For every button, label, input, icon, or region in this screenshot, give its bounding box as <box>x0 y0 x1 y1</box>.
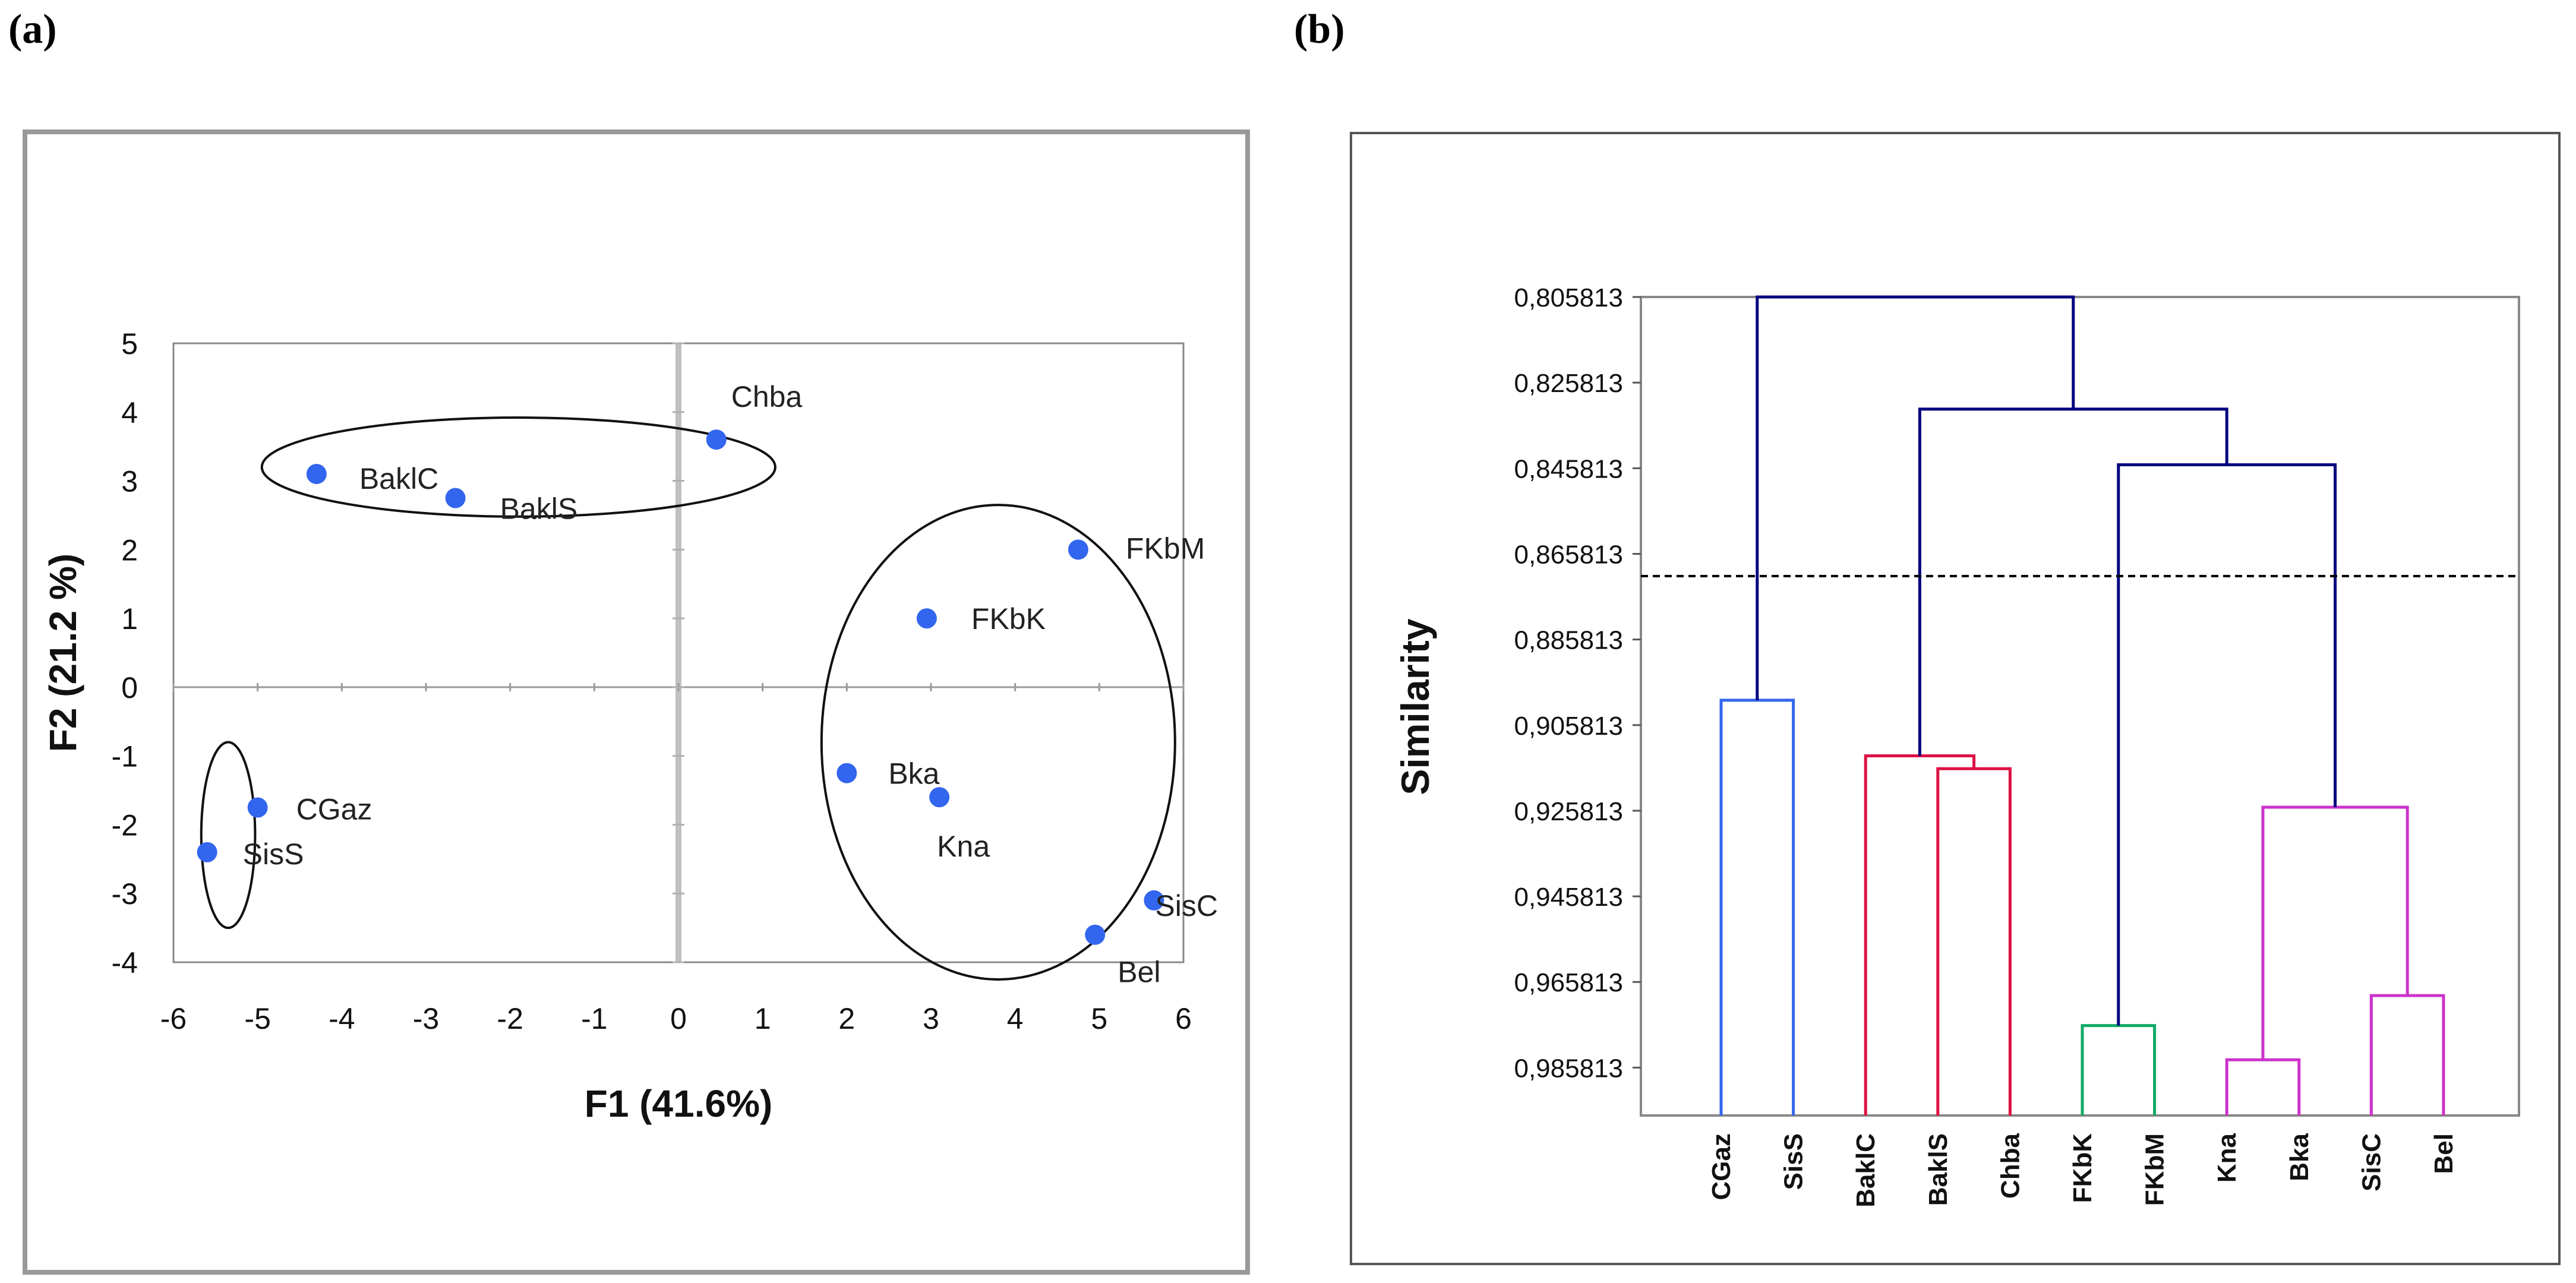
group-ellipse <box>260 416 776 518</box>
panel-b-label: (b) <box>1294 7 1345 52</box>
leaf-label: BaklC <box>1851 1133 1880 1208</box>
y-tick-label: 4 <box>121 396 138 429</box>
x-tick-label: -2 <box>497 1002 523 1035</box>
plot-area-frame <box>1640 296 2520 1117</box>
leaf-label: Chba <box>1996 1133 2025 1199</box>
point-label: Chba <box>731 380 803 413</box>
x-tick-label: 0 <box>670 1002 687 1035</box>
scatter-point <box>1068 539 1088 560</box>
leaf-label: Bka <box>2285 1133 2314 1181</box>
leaf-label: FKbM <box>2141 1133 2170 1206</box>
group-ellipse <box>200 741 257 930</box>
y-tick-label: -4 <box>112 946 138 979</box>
y-tick-label: 0,845813 <box>1514 454 1623 484</box>
x-tick-label: 4 <box>1007 1002 1024 1035</box>
leaf-label: CGaz <box>1707 1133 1736 1200</box>
leaf-label: Kna <box>2212 1133 2242 1183</box>
y-tick-label: -2 <box>112 808 138 842</box>
leaf-label: BaklS <box>1924 1133 1953 1206</box>
dendrogram: 0,805813 0,825813 0,845813 0,865813 0,885813… <box>1393 283 2520 1208</box>
point-label: SisS <box>243 838 304 871</box>
scatter-plot: -6 -5 -4 -3 -2 -1 0 1 2 3 4 5 6 -4 -3 -2 -1 0 1 2 3 4 5 F1 (41.… <box>42 327 1218 1125</box>
x-tick-label: -5 <box>244 1002 270 1035</box>
point-label: CGaz <box>296 793 372 826</box>
x-tick-label: 2 <box>838 1002 855 1035</box>
x-tick-label: 1 <box>755 1002 771 1035</box>
leaf-label: Bel <box>2429 1133 2458 1174</box>
y-tick-label: 1 <box>121 602 138 636</box>
y-tick-label: 0,965813 <box>1514 968 1623 997</box>
y-tick-label: 5 <box>121 327 138 361</box>
scatter-point <box>197 842 217 862</box>
y-tick-label: 0,905813 <box>1514 712 1623 741</box>
x-tick-label: -4 <box>329 1002 355 1035</box>
point-label: FKbK <box>971 602 1046 636</box>
y-tick-label: 0,985813 <box>1514 1054 1623 1083</box>
group-ellipse <box>820 504 1176 981</box>
y-tick-label: 2 <box>121 533 138 567</box>
x-tick-label: -6 <box>160 1002 187 1035</box>
y-tick-label: 0,825813 <box>1514 369 1623 398</box>
x-tick-label: 5 <box>1091 1002 1107 1035</box>
scatter-point <box>247 797 268 818</box>
point-label: FKbM <box>1126 532 1205 565</box>
x-tick-label: -3 <box>413 1002 439 1035</box>
scatter-point <box>445 488 466 508</box>
point-label: Bel <box>1117 956 1160 989</box>
y-axis-title: Similarity <box>1393 618 1437 795</box>
y-tick-label: -3 <box>112 877 138 911</box>
scatter-point <box>929 787 950 808</box>
point-label: BaklC <box>359 462 438 495</box>
y-axis-title: F2 (21.2 %) <box>42 554 84 752</box>
y-tick-label: 0,865813 <box>1514 540 1623 569</box>
scatter-point <box>306 463 327 484</box>
scatter-point <box>836 763 857 783</box>
point-label: Kna <box>937 830 990 863</box>
x-tick-label: 6 <box>1175 1002 1192 1035</box>
scatter-point <box>1144 890 1164 911</box>
leaf-label: FKbK <box>2068 1133 2097 1203</box>
scatter-point <box>1085 924 1106 945</box>
scatter-point <box>916 608 937 629</box>
panel-b-frame <box>1350 132 2561 1265</box>
y-tick-label: 0,925813 <box>1514 797 1623 826</box>
dendrogram-link <box>1756 295 2075 700</box>
y-tick-label: 0,805813 <box>1514 283 1623 312</box>
point-label: SisC <box>1155 889 1218 922</box>
point-label: BaklS <box>500 492 578 526</box>
panel-a-frame <box>23 129 1250 1275</box>
panel-a-label: (a) <box>8 7 57 52</box>
leaf-label: SisS <box>1779 1133 1808 1190</box>
x-tick-label: 3 <box>923 1002 939 1035</box>
y-tick-label: 3 <box>121 465 138 498</box>
y-tick-label: 0 <box>121 671 138 704</box>
scatter-point <box>706 429 727 450</box>
leaf-label: SisC <box>2357 1133 2386 1192</box>
y-tick-label: 0,885813 <box>1514 626 1623 655</box>
y-tick-label: 0,945813 <box>1514 883 1623 912</box>
point-label: Bka <box>888 757 939 791</box>
x-axis-title: F1 (41.6%) <box>585 1082 773 1125</box>
y-tick-label: -1 <box>112 740 138 773</box>
x-tick-label: -1 <box>581 1002 607 1035</box>
